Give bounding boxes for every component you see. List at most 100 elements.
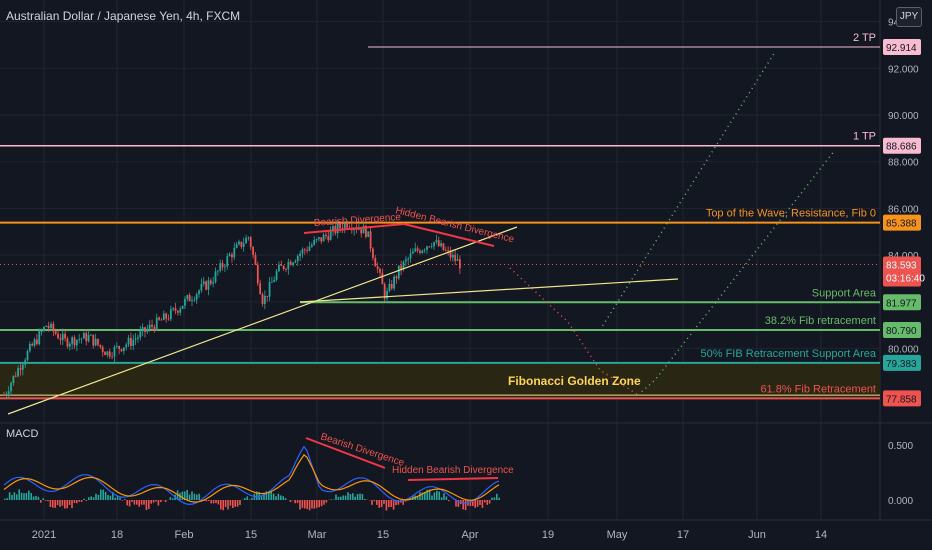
macd-histogram-bar xyxy=(6,498,8,500)
candle-body xyxy=(191,300,193,302)
macd-histogram-bar xyxy=(251,498,253,500)
macd-histogram-bar xyxy=(402,500,404,505)
candle-body xyxy=(148,324,151,329)
macd-histogram-bar xyxy=(78,500,80,502)
candle-body xyxy=(273,279,276,282)
candle-body xyxy=(278,264,280,272)
macd-histogram-bar xyxy=(361,494,364,500)
level-price-tag-bg xyxy=(883,294,921,311)
candle-body xyxy=(83,333,85,339)
candle-body xyxy=(402,261,405,270)
candle-body xyxy=(73,337,76,346)
macd-histogram-bar xyxy=(359,493,361,500)
candle-body xyxy=(282,265,285,270)
macd-histogram-bar xyxy=(102,489,104,500)
macd-histogram-bar xyxy=(155,500,157,502)
macd-histogram-bar xyxy=(479,500,481,505)
candle-body xyxy=(5,393,8,396)
candle-body xyxy=(61,333,64,340)
candle-body xyxy=(369,231,372,249)
candle-body xyxy=(254,254,257,265)
candle-body xyxy=(14,375,17,377)
macd-histogram-bar xyxy=(4,498,6,500)
candle-body xyxy=(120,349,123,352)
macd-histogram-bar xyxy=(256,491,258,500)
macd-histogram-bar xyxy=(476,500,479,507)
candle-body xyxy=(379,269,381,273)
candle-body xyxy=(414,248,417,252)
macd-histogram-bar xyxy=(217,500,220,505)
candle-body xyxy=(451,254,454,258)
candle-body xyxy=(437,240,440,247)
candle-body xyxy=(139,331,142,338)
macd-histogram-bar xyxy=(325,500,328,503)
ascending-trendline xyxy=(7,226,518,415)
macd-histogram-bar xyxy=(352,493,354,500)
candle-body xyxy=(292,262,294,266)
candle-body xyxy=(80,338,83,340)
candle-body xyxy=(454,254,457,261)
macd-histogram-bar xyxy=(116,495,119,500)
time-tick-label: 14 xyxy=(815,529,827,541)
candle-body xyxy=(209,280,212,284)
price-tick-label: 80.000 xyxy=(888,344,919,355)
macd-histogram-bar xyxy=(385,500,388,511)
candle-body xyxy=(146,328,149,332)
candle-body xyxy=(198,290,200,295)
candle-body xyxy=(54,331,57,334)
macd-histogram-bar xyxy=(270,491,272,500)
candle-body xyxy=(322,234,325,242)
candle-body xyxy=(374,257,377,267)
candle-body xyxy=(205,281,207,290)
candle-body xyxy=(167,318,170,320)
macd-histogram-bar xyxy=(356,494,359,500)
macd-histogram-bar xyxy=(275,496,277,500)
current-price-tag-countdown: 03:16:40 xyxy=(886,274,925,285)
current-price-tag-bg xyxy=(883,256,921,287)
macd-histogram-bar xyxy=(83,498,85,500)
candle-body xyxy=(162,313,165,321)
macd-histogram-bar xyxy=(416,496,419,500)
level-price-tag: 79.383 xyxy=(886,359,917,370)
candle-body xyxy=(144,327,146,332)
macd-histogram-bar xyxy=(469,500,472,507)
macd-histogram-bar xyxy=(42,498,44,500)
currency-button[interactable]: JPY xyxy=(896,7,922,27)
candle-body xyxy=(346,223,348,228)
candle-body xyxy=(390,283,393,289)
macd-tick-label: 0.000 xyxy=(888,496,913,507)
macd-histogram-bar xyxy=(268,492,270,500)
macd-histogram-bar xyxy=(23,493,25,500)
price-tick-label: 92.000 xyxy=(888,64,919,75)
candle-body xyxy=(169,309,172,320)
candle-body xyxy=(40,330,43,332)
macd-histogram-bar xyxy=(383,500,385,504)
macd-histogram-bar xyxy=(119,497,121,500)
candle-body xyxy=(118,346,121,350)
macd-histogram-bar xyxy=(296,500,299,503)
candle-body xyxy=(435,240,438,243)
candle-body xyxy=(212,282,215,284)
candle-body xyxy=(172,308,175,310)
level-price-tag-bg xyxy=(883,321,921,338)
candle-body xyxy=(90,334,92,336)
candle-body xyxy=(19,368,22,370)
candle-body xyxy=(320,237,323,242)
candle-body xyxy=(249,237,252,248)
candle-body xyxy=(449,250,452,258)
macd-histogram-bar xyxy=(138,500,140,507)
level-label: Top of the Wave, Resistance, Fib 0 xyxy=(706,208,876,220)
price-tick-label: 88.000 xyxy=(888,158,919,169)
macd-histogram-bar xyxy=(30,493,32,500)
candle-body xyxy=(428,246,431,248)
projection-tp2 xyxy=(560,51,776,331)
candle-body xyxy=(395,276,398,279)
candle-body xyxy=(75,339,78,346)
macd-histogram-bar xyxy=(92,497,95,500)
macd-histogram-bar xyxy=(457,500,460,507)
macd-histogram-bar xyxy=(61,500,64,506)
macd-histogram-bar xyxy=(306,500,308,509)
candle-body xyxy=(177,310,179,313)
candle-body xyxy=(357,229,360,230)
